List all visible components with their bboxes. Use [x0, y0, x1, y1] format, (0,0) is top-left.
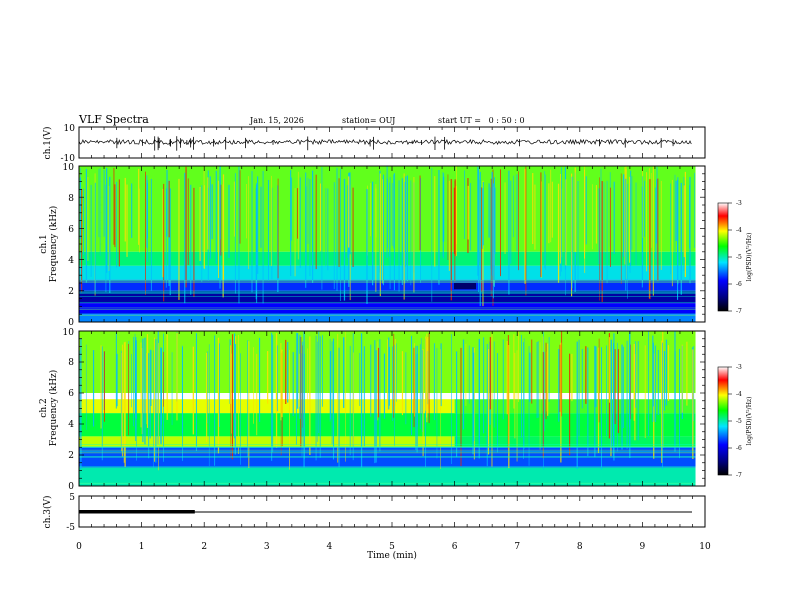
ch2-colorbar-tick-m7: -7 — [736, 472, 742, 479]
ch1-spectrogram-empty-tail — [695, 166, 705, 322]
xtick-7: 7 — [514, 542, 520, 552]
x-axis-label: Time (min) — [367, 550, 417, 561]
ch2-colorbar-label: log(PSD)(V²/Hz) — [746, 397, 753, 446]
x-axis: 0 1 2 3 4 5 6 7 8 9 10 Time (min) — [76, 542, 711, 561]
ch1-spectrogram-band-7 — [454, 283, 476, 290]
axis-tick-marks — [78, 127, 732, 527]
ch3-waveform-ytick-top: 5 — [69, 493, 75, 503]
ch1-colorbar-tick-m4: -4 — [736, 227, 742, 234]
xtick-5: 5 — [389, 542, 395, 552]
ch2-colorbar: -3 -4 -5 -6 -7 log(PSD)(V²/Hz) — [717, 364, 753, 479]
ch2-ytick-8: 8 — [68, 358, 74, 368]
ch1-ytick-10: 10 — [63, 163, 75, 173]
ch2-spectrogram-empty-tail — [695, 331, 705, 486]
xtick-4: 4 — [327, 542, 333, 552]
xtick-6: 6 — [452, 542, 458, 552]
ch1-waveform-trace — [78, 136, 692, 151]
ch1-ytick-6: 6 — [68, 225, 74, 235]
ch2-spectrogram-band-3 — [79, 413, 696, 437]
ch2-colorbar-tick-m6: -6 — [736, 445, 742, 452]
ch1-colorbar-tick-m6: -6 — [736, 281, 742, 288]
ch3-waveform-ytick-bottom: -5 — [66, 523, 75, 533]
ch2-spectrogram-band-4 — [79, 436, 455, 448]
xtick-9: 9 — [640, 542, 646, 552]
ch1-waveform-ytick-bottom: -10 — [61, 154, 76, 164]
ch1-waveform-ylabel: ch.1(V) — [42, 127, 53, 160]
ch1-colorbar-gradient — [717, 202, 729, 312]
xtick-2: 2 — [201, 542, 207, 552]
xtick-8: 8 — [577, 542, 583, 552]
ch1-ytick-2: 2 — [68, 287, 74, 297]
ch1-spectrogram-panel: 0 2 4 6 8 10 ch.1 Frequency (kHz) — [39, 163, 706, 328]
ch1-ytick-4: 4 — [68, 256, 74, 266]
station-label: station= OUJ — [342, 116, 395, 125]
ch3-waveform-ylabel: ch.3(V) — [42, 496, 53, 529]
ch2-colorbar-tick-m3: -3 — [736, 364, 742, 371]
start-time-label: start UT = 0 : 50 : 0 — [438, 116, 525, 125]
ch2-colorbar-tick-m5: -5 — [736, 418, 742, 425]
ch1-spectrogram-band-3 — [79, 279, 696, 291]
ch1-ytick-8: 8 — [68, 194, 74, 204]
ch1-ytick-0: 0 — [68, 318, 74, 328]
ch2-ytick-0: 0 — [68, 482, 74, 492]
xtick-3: 3 — [264, 542, 270, 552]
ch1-spectrogram-ylabel-frequency: Frequency (kHz) — [48, 206, 59, 283]
ch1-colorbar-tick-m5: -5 — [736, 254, 742, 261]
xtick-1: 1 — [139, 542, 145, 552]
ch2-ytick-10: 10 — [63, 328, 75, 338]
ch2-spectrogram-band-1 — [79, 399, 455, 414]
ch2-colorbar-tick-m4: -4 — [736, 391, 742, 398]
ch1-spectrogram-band-2 — [79, 265, 696, 280]
chart-title: VLF Spectra — [78, 113, 149, 126]
ch1-waveform-line — [78, 138, 692, 146]
ch1-colorbar-label: log(PSD)(V²/Hz) — [746, 233, 753, 282]
ch1-colorbar-tick-m7: -7 — [736, 308, 742, 315]
xtick-10: 10 — [699, 542, 711, 552]
date-label: Jan. 15, 2026 — [249, 116, 304, 125]
ch1-spectrogram-ylabel-channel: ch.1 — [39, 234, 49, 253]
ch1-colorbar: -3 -4 -5 -6 -7 log(PSD)(V²/Hz) — [717, 200, 753, 315]
ch2-spectrogram-ylabel-channel: ch.2 — [39, 398, 49, 417]
ch2-ytick-4: 4 — [68, 420, 74, 430]
ch1-colorbar-tick-m3: -3 — [736, 200, 742, 207]
ch1-spectrogram-band-4 — [79, 290, 696, 304]
ch1-spectrogram-band-5 — [79, 303, 696, 315]
ch2-colorbar-gradient — [717, 366, 729, 476]
ch1-waveform-ytick-top: 10 — [64, 124, 76, 134]
ch2-spectrogram-band-5 — [454, 436, 696, 448]
ch2-spectrogram-band-7 — [79, 467, 696, 486]
xtick-0: 0 — [76, 542, 82, 552]
ch2-spectrogram-panel: 0 2 4 6 8 10 ch.2 Frequency (kHz) — [39, 328, 706, 492]
ch1-spectrogram-image — [79, 166, 705, 322]
ch2-spectrogram-image — [79, 331, 705, 486]
ch2-spectrogram-ylabel-frequency: Frequency (kHz) — [48, 370, 59, 447]
ch1-spectrogram-band-6 — [79, 314, 696, 322]
ch2-ytick-6: 6 — [68, 389, 74, 399]
ch3-waveform-thick-segment — [79, 510, 195, 514]
ch2-ytick-2: 2 — [68, 451, 74, 461]
